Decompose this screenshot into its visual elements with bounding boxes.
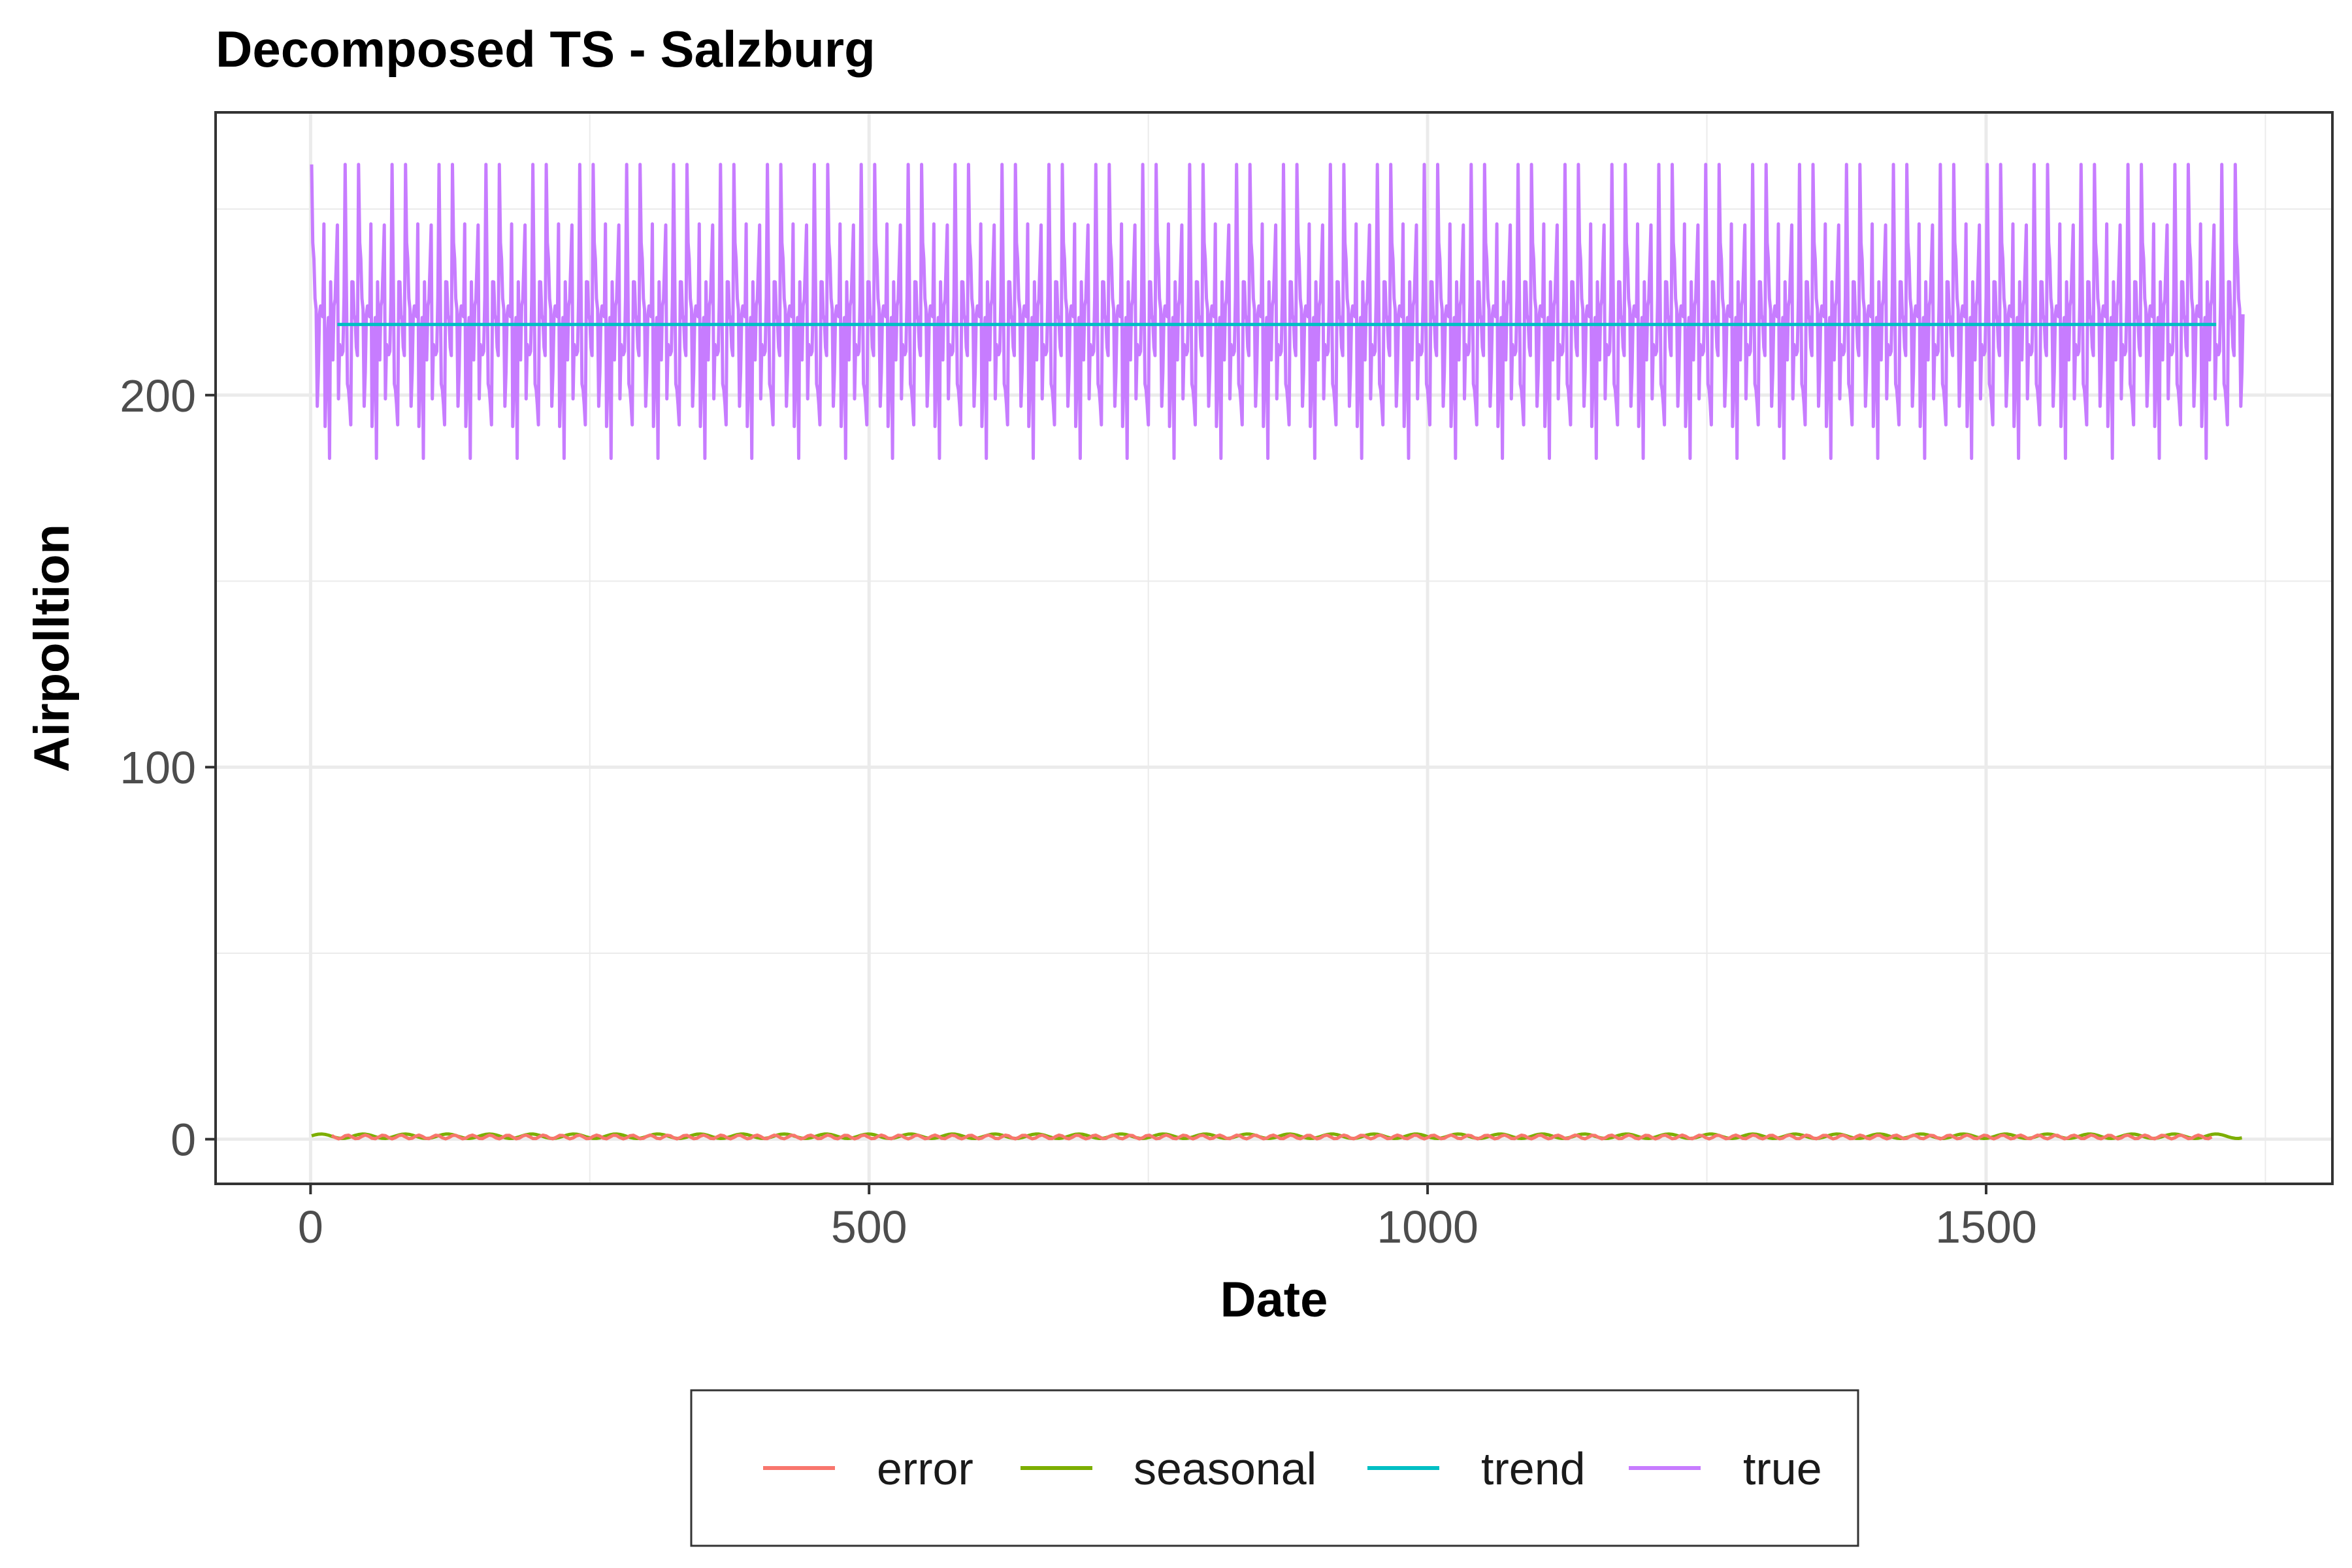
x-tick-label: 500 (831, 1201, 907, 1252)
chart-title: Decomposed TS - Salzburg (216, 20, 875, 78)
legend-label-seasonal: seasonal (1134, 1443, 1316, 1494)
series-line-error (331, 1133, 2213, 1141)
y-axis-title: Airpolltion (24, 524, 80, 772)
series-layer (310, 163, 2245, 1141)
y-tick-label: 200 (120, 370, 196, 421)
plot-border (214, 111, 2334, 1185)
legend-label-error: error (877, 1443, 973, 1494)
legend-label-trend: trend (1481, 1443, 1586, 1494)
axis-layer: 0 500 1000 1500 0 100 200 (120, 370, 2037, 1252)
y-tick-label: 0 (171, 1115, 196, 1166)
x-axis-title: Date (1220, 1272, 1328, 1328)
y-tick-label: 100 (120, 742, 196, 793)
x-tick-label: 1000 (1377, 1201, 1478, 1252)
x-tick-label: 0 (298, 1201, 323, 1252)
series-line-true (310, 163, 2245, 461)
legend-label-true: true (1743, 1443, 1822, 1494)
legend: error seasonal trend true (690, 1389, 1859, 1547)
x-tick-label: 1500 (1935, 1201, 2037, 1252)
